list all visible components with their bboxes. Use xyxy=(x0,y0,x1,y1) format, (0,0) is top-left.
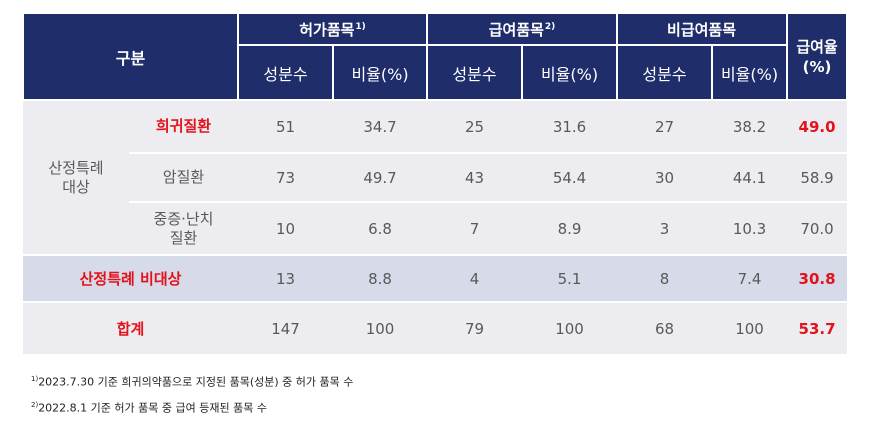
table-row: 산정특례 대상 희귀질환 51 34.7 25 31.6 27 38.2 49.0 xyxy=(23,99,848,255)
row-label: 산정특례 비대상 xyxy=(23,254,239,302)
cell-value: 73 xyxy=(238,152,334,202)
cell-value: 13 xyxy=(238,254,334,302)
cell-value: 34.7 xyxy=(333,99,428,153)
header-group-noncovered: 비급여품목 xyxy=(616,12,789,46)
footnotes: 1)2023.7.30 기준 희귀의약품으로 지정된 품목(성분) 중 허가 품… xyxy=(30,368,353,419)
cell-value: 38.2 xyxy=(712,99,788,153)
row-label: 희귀질환 xyxy=(129,99,239,153)
cell-rate: 58.9 xyxy=(787,152,848,202)
cell-value: 31.6 xyxy=(522,99,618,153)
row-label: 암질환 xyxy=(129,152,239,202)
cell-value: 79 xyxy=(427,301,523,354)
cell-value: 8 xyxy=(617,254,713,302)
cell-rate: 70.0 xyxy=(787,201,848,255)
footnote: 1)2023.7.30 기준 희귀의약품으로 지정된 품목(성분) 중 허가 품… xyxy=(31,375,354,389)
cell-value: 68 xyxy=(617,301,713,354)
cell-value: 4 xyxy=(427,254,523,302)
header-gubun: 구분 xyxy=(21,12,240,101)
cell-value: 5.1 xyxy=(522,254,618,302)
header-group-covered: 급여품목2) xyxy=(426,12,619,46)
header-sub-count: 성분수 xyxy=(426,44,524,101)
cell-value: 44.1 xyxy=(712,152,788,202)
cell-value: 3 xyxy=(617,201,713,255)
row-label-total: 합계 xyxy=(23,301,239,354)
header-coverage-rate: 급여율 (%) xyxy=(786,12,849,101)
row-label: 중증·난치 질환 xyxy=(129,201,239,255)
cell-value: 8.8 xyxy=(333,254,428,302)
header-sub-count: 성분수 xyxy=(616,44,714,101)
cell-rate: 30.8 xyxy=(787,254,848,302)
cell-value: 51 xyxy=(238,99,334,153)
header-sub-ratio: 비율(%) xyxy=(521,44,619,101)
header-sub-ratio: 비율(%) xyxy=(332,44,429,101)
footnote: 2)2022.8.1 기준 허가 품목 중 급여 등재된 품목 수 xyxy=(31,400,267,415)
cell-value: 100 xyxy=(712,301,788,354)
cell-value: 6.8 xyxy=(333,201,428,255)
category-target: 산정특례 대상 xyxy=(23,99,129,255)
cell-rate: 49.0 xyxy=(787,99,848,153)
cell-value: 25 xyxy=(427,99,523,153)
cell-value: 147 xyxy=(238,301,334,354)
cell-value: 100 xyxy=(522,301,618,354)
header-group-permit: 허가품목1) xyxy=(237,12,429,46)
cell-value: 43 xyxy=(427,152,523,202)
statistics-table: 구분 허가품목1) 급여품목2) 비급여품목 급여율 (%) 성분수 비율(%) … xyxy=(21,12,849,354)
table-row: 중증·난치 질환 10 6.8 7 8.9 3 10.3 70.0 xyxy=(23,201,848,255)
cell-value: 10.3 xyxy=(712,201,788,255)
header-sub-ratio: 비율(%) xyxy=(711,44,789,101)
cell-value: 10 xyxy=(238,201,334,255)
table-row: 암질환 73 49.7 43 54.4 30 44.1 58.9 xyxy=(23,152,848,202)
cell-value: 7.4 xyxy=(712,254,788,302)
cell-value: 30 xyxy=(617,152,713,202)
cell-value: 27 xyxy=(617,99,713,153)
cell-value: 8.9 xyxy=(522,201,618,255)
cell-rate: 53.7 xyxy=(787,301,848,354)
cell-value: 100 xyxy=(333,301,428,354)
cell-value: 49.7 xyxy=(333,152,428,202)
cell-value: 54.4 xyxy=(522,152,618,202)
cell-value: 7 xyxy=(427,201,523,255)
header-sub-count: 성분수 xyxy=(237,44,335,101)
table-row: 합계 147 100 79 100 68 100 53.7 xyxy=(23,301,848,354)
table-row: 산정특례 비대상 13 8.8 4 5.1 8 7.4 30.8 xyxy=(23,254,848,302)
